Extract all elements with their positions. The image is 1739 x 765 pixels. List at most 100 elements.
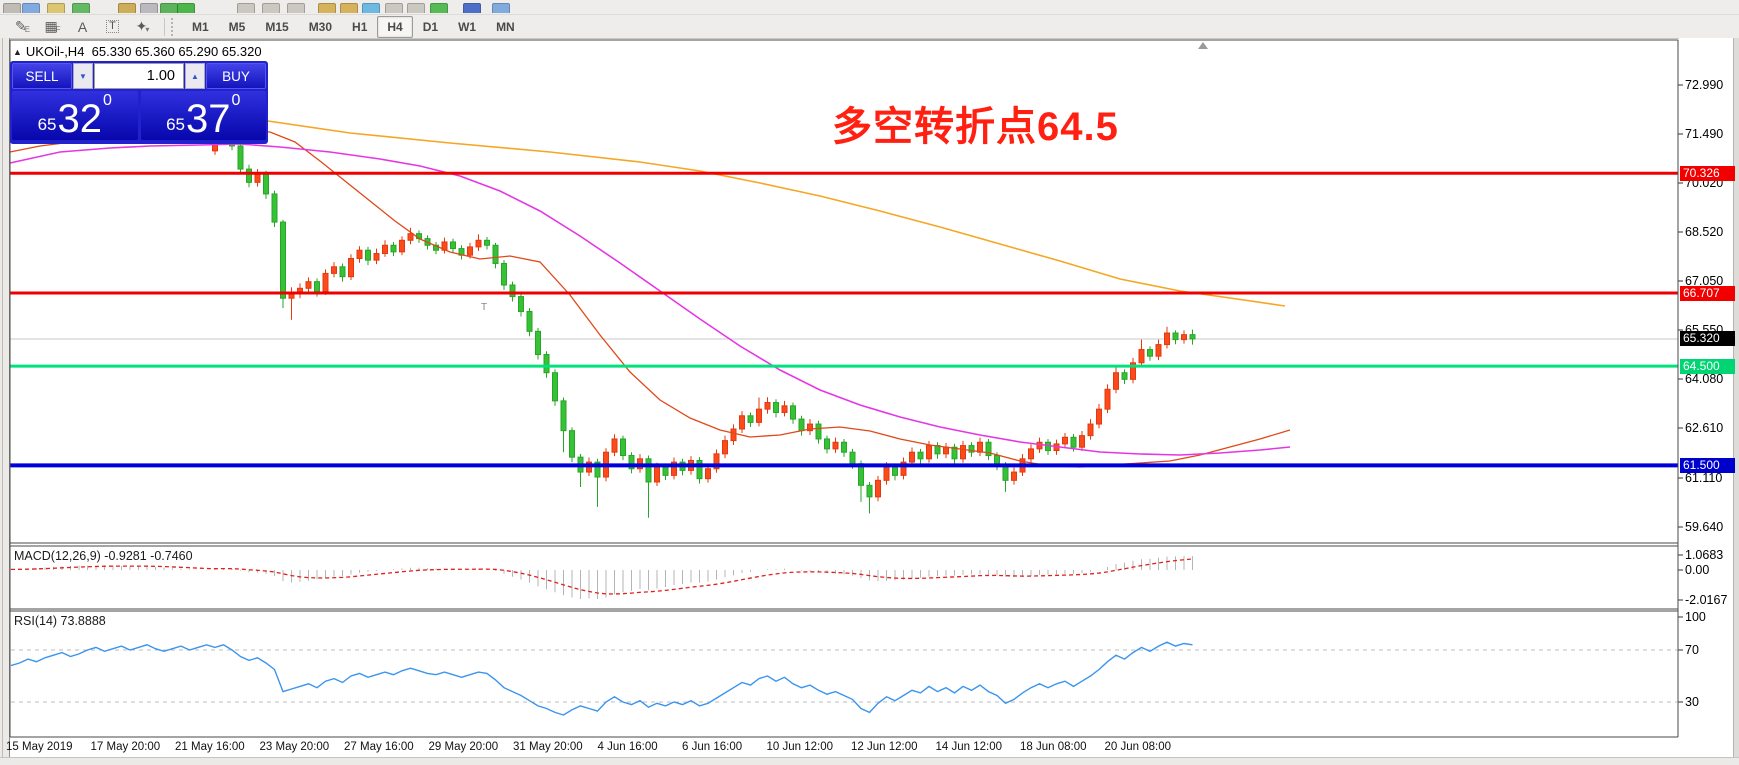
date-tick-label: 14 Jun 12:00: [935, 741, 1003, 753]
window-bottom-strip: [0, 757, 1739, 765]
toolbar-icon-fragment[interactable]: [47, 3, 65, 13]
toolbar-icon-fragment[interactable]: [430, 3, 448, 13]
toolbar-icon-fragment[interactable]: [140, 3, 158, 13]
text-label-icon[interactable]: A: [77, 18, 88, 35]
toolbar-icon-fragment[interactable]: [492, 3, 510, 13]
toolbar-separator: [164, 17, 165, 36]
date-tick-label: 21 May 16:00: [175, 741, 245, 753]
top-toolbar-clipped: [0, 0, 1739, 15]
chart-annotation-text: 多空转折点64.5: [832, 105, 1119, 149]
timeframe-button-mn[interactable]: MN: [496, 19, 515, 34]
price-axis-column[interactable]: 72.990 71.490 70.020 68.520 67.050 65.550 64.0…: [1679, 38, 1735, 757]
price-line-label: 70.326: [1680, 165, 1735, 181]
chart-shift-marker-icon[interactable]: [1198, 42, 1208, 49]
candlestick-layer: [212, 116, 1196, 518]
axis-tick-marks: [1678, 84, 1683, 703]
price-tick-label: 68.520: [1685, 225, 1724, 239]
drawing-icons-group: ✎ E ▦ F A T ✦ ▾: [6, 17, 156, 37]
rsi-tick-label: 100: [1685, 610, 1706, 624]
price-tick-label: 64.080: [1685, 372, 1724, 386]
sell-price-prefix: 65: [37, 115, 57, 134]
panel-collapse-arrow[interactable]: ▲: [13, 47, 22, 57]
price-tick-label: 61.110: [1685, 471, 1723, 485]
rsi-indicator-label: RSI(14) 73.8888: [14, 614, 106, 628]
symbol-name: UKOil-,H4: [25, 44, 85, 59]
toolbar-icon-fragment[interactable]: [22, 3, 40, 13]
date-tick-label: 23 May 20:00: [259, 741, 330, 753]
volume-input[interactable]: 1.00: [94, 63, 184, 89]
buy-button[interactable]: BUY: [206, 63, 266, 89]
draw-style-icon[interactable]: ✎ E: [14, 18, 31, 34]
toolbar-icon-fragment[interactable]: [262, 3, 280, 13]
macd-indicator-label: MACD(12,26,9) -0.9281 -0.7460: [14, 549, 193, 563]
text-box-icon[interactable]: T: [99, 17, 126, 37]
date-tick-label: 29 May 20:00: [428, 741, 499, 753]
date-tick-label: 27 May 16:00: [344, 741, 414, 753]
fibonacci-grid-icon[interactable]: ▦ F: [44, 18, 61, 34]
panel-frames: [9, 39, 1679, 738]
buy-price-sup: 0: [231, 92, 241, 109]
timeframe-group: M1 M5 M15 M30 H1 H4 D1 W1 MN: [182, 15, 525, 38]
price-tick-label: 72.990: [1685, 78, 1724, 92]
toolbar-grip: [171, 17, 178, 36]
chevron-up-icon: ▲: [191, 71, 199, 81]
date-tick-label: 12 Jun 12:00: [851, 741, 918, 753]
toolbar-icon-fragment[interactable]: [118, 3, 136, 13]
shapes-dropdown-icon[interactable]: ✦ ▾: [135, 18, 150, 34]
timeframe-button-m1[interactable]: M1: [192, 19, 209, 34]
cursor-t-mark: T: [481, 302, 488, 313]
price-tick-label: 59.640: [1685, 520, 1724, 534]
rsi-tick-label: 30: [1685, 695, 1699, 709]
sell-price-display[interactable]: 65 32 0: [12, 91, 138, 140]
drawing-and-timeframe-toolbar: ✎ E ▦ F A T ✦ ▾ M1 M5 M15 M30 H1 H4 D1 W1 MN: [0, 15, 1739, 39]
price-line-label: 61.500: [1680, 457, 1735, 473]
window-scrollbar-strip[interactable]: [1733, 38, 1739, 757]
chevron-down-icon: ▼: [79, 71, 87, 81]
toolbar-icon-fragment[interactable]: [72, 3, 90, 13]
toolbar-icon-fragment[interactable]: [407, 3, 425, 13]
toolbar-icon-fragment[interactable]: [385, 3, 403, 13]
toolbar-icon-fragment[interactable]: [177, 3, 195, 13]
price-line-label: 66.707: [1680, 285, 1735, 301]
date-tick-label: 10 Jun 12:00: [766, 741, 834, 753]
toolbar-icon-fragment[interactable]: [287, 3, 305, 13]
sell-price-main: 32: [57, 97, 103, 141]
timeframe-button-w1[interactable]: W1: [458, 19, 477, 34]
one-click-trading-panel: SELL ▼ 1.00 ▲ BUY 65 32 0 65 37 0: [10, 61, 268, 144]
toolbar-icon-fragment[interactable]: [318, 3, 336, 13]
timeframe-button-h1[interactable]: H1: [352, 19, 368, 34]
timeframe-button-m5[interactable]: M5: [228, 19, 246, 34]
volume-decrease-button[interactable]: ▼: [73, 63, 93, 89]
toolbar-icon-fragment[interactable]: [237, 3, 255, 13]
timeframe-button-d1[interactable]: D1: [422, 19, 439, 34]
timeframe-button-m30[interactable]: M30: [308, 19, 333, 34]
date-tick-label: 17 May 20:00: [90, 741, 161, 753]
toolbar-icon-fragment[interactable]: [3, 3, 21, 13]
chart-symbol-header: ▲ UKOil-,H4 65.330 65.360 65.290 65.320: [13, 44, 262, 59]
price-line-label: 64.500: [1680, 358, 1735, 374]
toolbar-icon-fragment[interactable]: [463, 3, 481, 13]
price-tick-label: 67.050: [1685, 274, 1724, 288]
buy-price-main: 37: [186, 97, 231, 141]
date-tick-label: 31 May 20:00: [513, 741, 583, 753]
date-tick-label: 18 Jun 08:00: [1020, 741, 1087, 753]
sell-price-sup: 0: [103, 92, 112, 109]
timeframe-button-h4[interactable]: H4: [377, 15, 413, 38]
sell-button[interactable]: SELL: [12, 63, 72, 89]
date-tick-label: 4 Jun 16:00: [597, 741, 658, 753]
timeframe-button-m15[interactable]: M15: [265, 19, 289, 34]
horizontal-level-lines[interactable]: [10, 171, 1678, 468]
buy-price-display[interactable]: 65 37 0: [140, 91, 266, 141]
volume-increase-button[interactable]: ▲: [185, 63, 205, 89]
price-tick-label: 62.610: [1685, 421, 1724, 435]
date-tick-label: 15 May 2019: [6, 741, 73, 753]
toolbar-icon-fragment[interactable]: [340, 3, 358, 13]
rsi-tick-label: 70: [1685, 643, 1699, 657]
macd-tick-label: 1.0683: [1685, 548, 1724, 562]
toolbar-icon-fragment[interactable]: [362, 3, 380, 13]
price-line-label: 65.320: [1680, 331, 1735, 347]
date-tick-label: 20 Jun 08:00: [1104, 741, 1172, 753]
price-tick-label: 71.490: [1685, 127, 1724, 141]
